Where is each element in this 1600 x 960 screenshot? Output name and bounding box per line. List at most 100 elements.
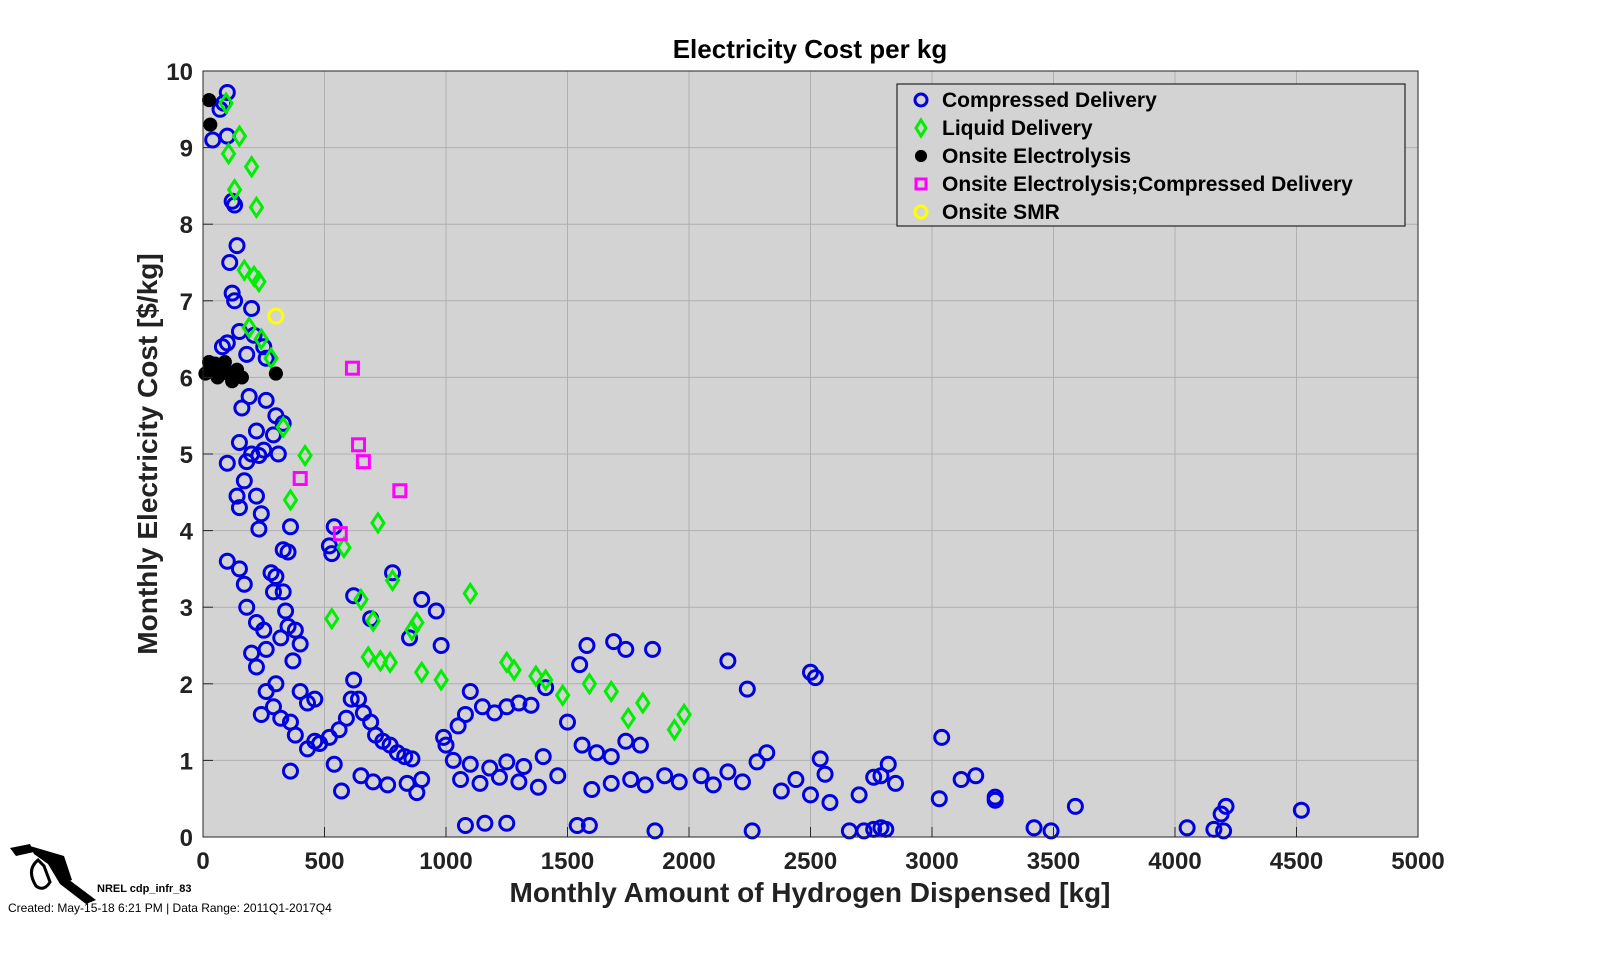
- data-point: [877, 820, 895, 838]
- data-point: [226, 178, 243, 202]
- data-point: [384, 564, 402, 582]
- data-point: [986, 791, 1004, 809]
- data-point: [333, 782, 351, 800]
- data-point: [573, 736, 591, 754]
- data-point: [605, 633, 623, 651]
- data-point: [571, 656, 589, 674]
- series-onsite-smr: [267, 307, 285, 325]
- data-point: [202, 93, 217, 108]
- data-point: [227, 366, 242, 381]
- data-point: [930, 790, 948, 808]
- data-point: [274, 583, 292, 601]
- data-point: [1066, 797, 1084, 815]
- data-point: [748, 753, 766, 771]
- x-tick-label: 2000: [662, 848, 715, 875]
- data-point: [243, 155, 260, 179]
- legend-item: Onsite Electrolysis;Compressed Delivery: [914, 173, 1353, 196]
- data-point: [670, 773, 688, 791]
- data-point: [233, 399, 251, 417]
- data-point: [413, 771, 431, 789]
- data-point: [537, 679, 555, 697]
- data-point: [365, 609, 381, 633]
- data-point: [392, 483, 408, 499]
- series-layer: [198, 83, 1310, 840]
- asterisk-stroke: [208, 359, 223, 368]
- data-point: [490, 768, 508, 786]
- data-point: [967, 767, 985, 785]
- data-point: [816, 765, 834, 783]
- x-tick-label: 500: [304, 848, 344, 875]
- data-point: [452, 771, 470, 789]
- data-point: [253, 327, 270, 351]
- data-point: [281, 518, 299, 536]
- data-point: [355, 454, 371, 470]
- series-liquid-delivery: [218, 91, 692, 742]
- data-point: [666, 718, 683, 742]
- data-point: [241, 315, 257, 340]
- data-point: [203, 117, 218, 132]
- data-point: [515, 758, 533, 776]
- legend-marker: [913, 204, 929, 220]
- y-tick-label: 7: [180, 289, 193, 316]
- x-tick-label: 0: [196, 848, 209, 875]
- data-point: [255, 621, 273, 639]
- data-point: [554, 683, 571, 707]
- data-point: [342, 690, 360, 708]
- data-point: [583, 781, 601, 799]
- data-point: [471, 774, 489, 792]
- data-point: [330, 721, 348, 739]
- data-point: [238, 345, 256, 363]
- data-point: [218, 83, 236, 101]
- data-point: [238, 453, 256, 471]
- data-point: [549, 767, 567, 785]
- legend-marker: [913, 92, 929, 108]
- data-point: [264, 698, 282, 716]
- data-point: [267, 675, 285, 693]
- data-point: [336, 535, 352, 560]
- data-point: [865, 820, 883, 838]
- data-point: [240, 388, 258, 406]
- legend-box: [896, 83, 1406, 227]
- data-point: [264, 426, 282, 444]
- data-point: [409, 610, 425, 635]
- asterisk-stroke: [227, 369, 242, 378]
- x-tick-label: 3500: [1027, 848, 1080, 875]
- data-point: [218, 91, 234, 115]
- legend-item: Compressed Delivery: [913, 89, 1157, 112]
- data-point: [208, 356, 223, 371]
- x-tick-label: 1500: [541, 848, 594, 875]
- fuel-nozzle-icon: [10, 844, 96, 904]
- data-point: [933, 728, 951, 746]
- data-point: [351, 437, 367, 453]
- data-point: [257, 349, 275, 367]
- data-point: [268, 366, 283, 381]
- legend-marker: [914, 177, 928, 191]
- data-point: [510, 773, 528, 791]
- data-point: [353, 587, 369, 612]
- y-tick-label: 1: [180, 748, 193, 775]
- data-point: [1042, 822, 1060, 840]
- data-point: [456, 705, 474, 723]
- data-point: [413, 591, 431, 609]
- data-point: [384, 568, 401, 593]
- legend-item: Liquid Delivery: [914, 117, 1093, 140]
- data-point: [498, 650, 515, 675]
- data-point: [602, 748, 620, 766]
- data-point: [230, 499, 248, 517]
- asterisk-stroke: [914, 152, 928, 160]
- data-point: [522, 696, 540, 714]
- data-point: [631, 736, 649, 754]
- data-point: [235, 575, 253, 593]
- data-point: [332, 526, 348, 542]
- data-point: [635, 691, 651, 715]
- data-point: [806, 669, 824, 687]
- data-point: [1205, 820, 1223, 838]
- data-point: [559, 713, 576, 731]
- data-point: [787, 771, 805, 789]
- data-point: [345, 587, 363, 605]
- data-point: [226, 292, 244, 310]
- data-point: [382, 650, 398, 675]
- data-point: [850, 786, 868, 804]
- data-point: [279, 543, 297, 561]
- data-point: [267, 307, 285, 325]
